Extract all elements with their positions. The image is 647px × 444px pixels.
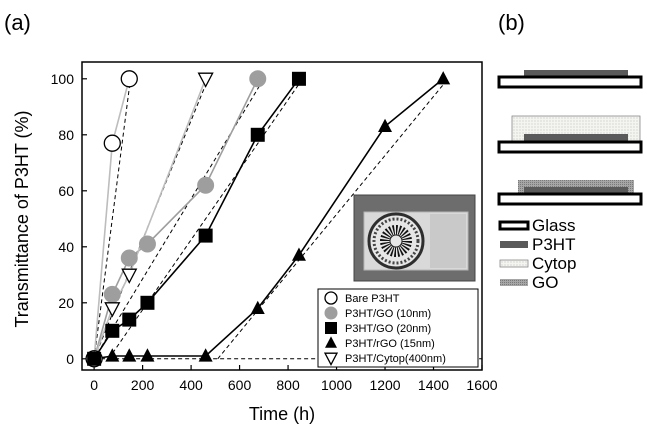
y-tick-labels: 0 20 40 60 80 100 [51, 71, 75, 367]
data-point [250, 127, 265, 142]
fit-line [93, 78, 131, 359]
glass-layer [497, 75, 643, 89]
y-tick-label: 100 [51, 71, 75, 87]
data-point [325, 336, 337, 348]
data-point [140, 348, 155, 362]
legend-label: P3HT/Cytop(400nm) [345, 353, 446, 365]
y-tick-label: 60 [58, 183, 74, 199]
data-point [87, 351, 102, 365]
y-tick-label: 80 [58, 127, 74, 143]
device-photo-inset [353, 194, 476, 282]
data-point [378, 118, 393, 132]
legend-label: GO [532, 273, 558, 292]
x-tick-label: 1000 [321, 377, 352, 393]
data-point [198, 228, 213, 243]
series-markers [85, 70, 451, 368]
glass-layer [497, 140, 643, 154]
data-point [122, 348, 137, 362]
panel-label-b: (b) [498, 10, 525, 35]
data-point [324, 306, 338, 320]
x-tick-labels: 0 200 400 600 800 1000 1200 1400 1600 [90, 377, 498, 393]
data-point [120, 249, 138, 267]
p3ht-layer [524, 70, 628, 77]
legend-label: P3HT [532, 235, 575, 254]
x-tick-label: 0 [90, 377, 98, 393]
data-point [103, 285, 121, 303]
legend-label: Bare P3HT [345, 293, 400, 305]
data-point [436, 71, 451, 85]
data-point [197, 176, 215, 194]
x-tick-label: 400 [179, 377, 203, 393]
x-tick-label: 1200 [369, 377, 400, 393]
p3ht-layer [524, 187, 628, 194]
plot-area: 0 200 400 600 800 1000 1200 1400 1600 0 20 40 60 80 1… [12, 61, 498, 424]
y-tick-label: 20 [58, 295, 74, 311]
data-point [121, 268, 138, 284]
plot-frame [81, 61, 483, 371]
glass-layer [497, 192, 643, 206]
data-point [198, 348, 213, 362]
x-tick-label: 200 [131, 377, 155, 393]
data-point [140, 295, 155, 310]
fit-line [217, 78, 449, 360]
legend-label: P3HT/GO (20nm) [345, 323, 431, 335]
y-axis-label: Transmittance of P3HT (%) [12, 110, 32, 327]
legend-label: P3HT/GO (10nm) [345, 308, 431, 320]
data-point [324, 291, 338, 305]
legend-swatch [500, 279, 528, 286]
fit-line [108, 78, 304, 360]
series-line [93, 78, 207, 360]
fit-line [93, 78, 265, 360]
data-point [122, 312, 137, 327]
legend-swatch [498, 220, 530, 231]
data-point [291, 71, 306, 86]
panel-label-a: (a) [4, 10, 31, 35]
x-axis-label: Time (h) [249, 404, 315, 424]
data-point [103, 134, 121, 152]
y-tick-label: 40 [58, 239, 74, 255]
legend-label: Glass [532, 216, 575, 235]
data-point [138, 235, 156, 253]
data-point [250, 300, 265, 314]
x-tick-label: 1600 [466, 377, 497, 393]
legend-label: Cytop [532, 254, 576, 273]
data-point [105, 323, 120, 338]
data-point [325, 322, 337, 334]
data-point [104, 302, 121, 318]
data-point [120, 70, 138, 88]
data-point [291, 247, 306, 261]
data-point [197, 72, 214, 88]
legend-swatch [500, 241, 528, 248]
legend: Bare P3HT P3HT/GO (10nm) P3HT/GO (20nm) P3H… [317, 288, 479, 368]
p3ht-layer [524, 134, 628, 141]
legend-label: P3HT/rGO (15nm) [345, 338, 435, 350]
y-tick-label: 0 [66, 351, 74, 367]
data-point [249, 70, 267, 88]
x-tick-label: 600 [228, 377, 252, 393]
legend-swatch [499, 259, 529, 268]
x-tick-label: 800 [276, 377, 300, 393]
data-point [105, 348, 120, 362]
x-tick-label: 1400 [418, 377, 449, 393]
data-point [323, 352, 339, 366]
